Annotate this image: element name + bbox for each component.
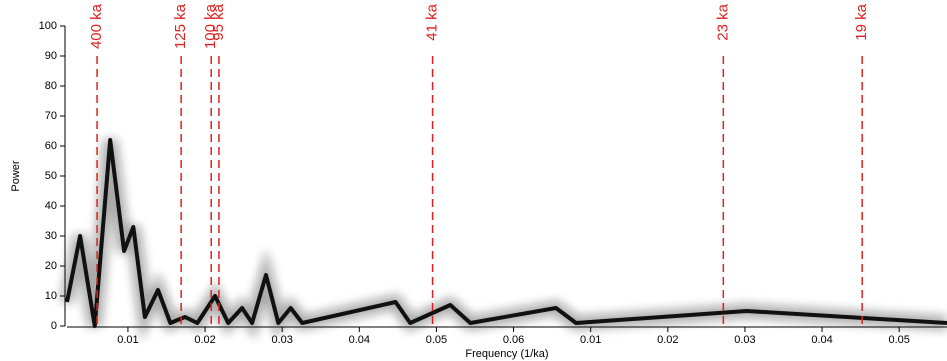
x-tick-label: 0.02 [194,334,215,346]
period-label: 95 ka [210,3,227,40]
y-tick-label: 60 [45,140,57,152]
y-tick-label: 80 [45,80,57,92]
period-label: 400 ka [88,3,105,49]
x-tick-label: 0.04 [349,334,370,346]
y-tick-label: 20 [45,260,57,272]
period-label: 19 ka [853,3,870,40]
y-tick-label: 70 [45,110,57,122]
period-label: 41 ka [424,3,441,40]
x-tick-label: 0.01 [580,334,601,346]
x-axis-label: Frequency (1/ka) [465,348,548,360]
y-tick-label: 50 [45,170,57,182]
y-tick-label: 30 [45,230,57,242]
period-label: 23 ka [714,3,731,40]
y-tick-label: 90 [45,50,57,62]
period-label: 100 ka [202,3,219,49]
y-tick-label: 10 [45,290,57,302]
x-tick-label: 0.03 [271,334,292,346]
x-tick-label: 0.05 [888,334,909,346]
x-tick-label: 0.02 [657,334,678,346]
x-tick-label: 0.01 [117,334,138,346]
y-tick-label: 100 [39,20,57,32]
x-tick-label: 0.03 [734,334,755,346]
x-tick-label: 0.05 [426,334,447,346]
y-axis-label: Power [10,160,22,192]
period-label: 125 ka [172,3,189,49]
x-tick-label: 0.06 [503,334,524,346]
y-tick-label: 0 [51,320,57,332]
x-tick-label: 0.04 [811,334,832,346]
y-tick-label: 40 [45,200,57,212]
power-spread [60,139,947,342]
power-line [65,138,947,328]
